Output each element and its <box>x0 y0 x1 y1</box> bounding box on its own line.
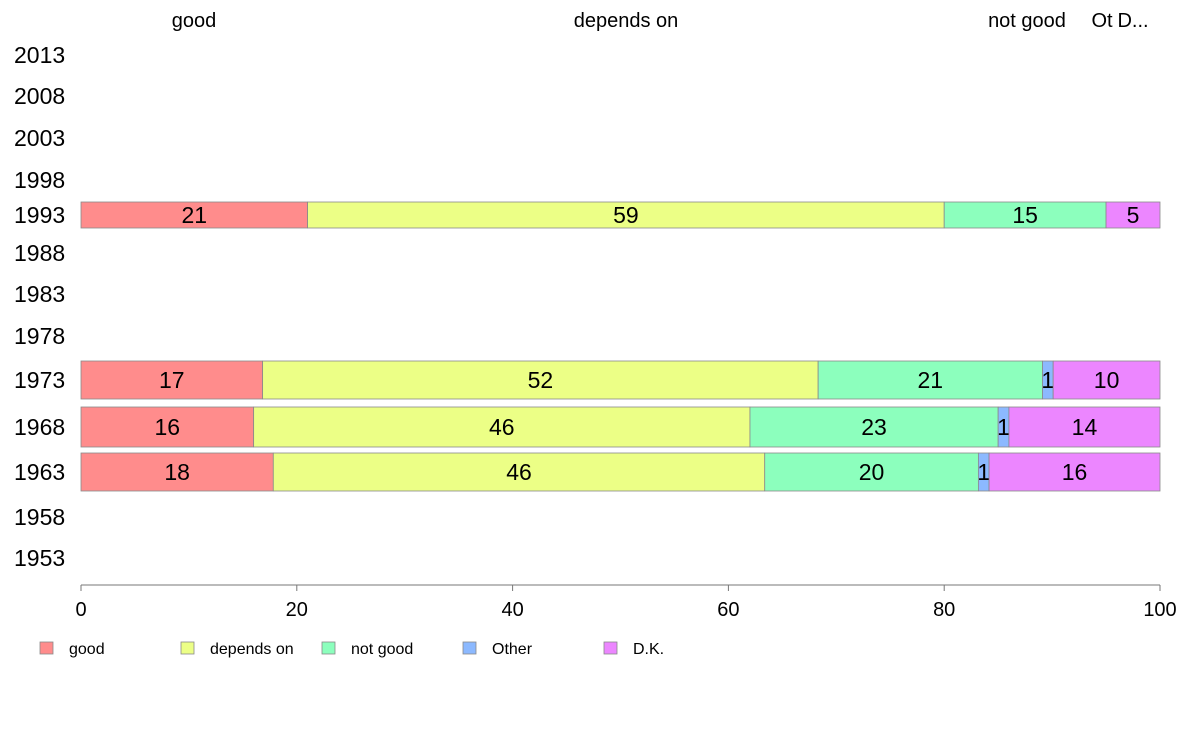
top-category-label: D... <box>1117 10 1148 32</box>
legend-label: Other <box>492 641 533 658</box>
legend-swatch <box>603 641 618 655</box>
legend: good depends on not good Other D.K. <box>39 641 664 658</box>
x-axis: 0 20 40 60 80 100 <box>75 584 1177 621</box>
y-tick-label: 2008 <box>14 83 65 109</box>
x-tick-label: 60 <box>717 599 739 621</box>
data-label: 59 <box>613 202 639 228</box>
y-tick-label: 1958 <box>14 504 65 530</box>
data-label: 5 <box>1127 202 1140 228</box>
x-tick-label: 0 <box>75 599 86 621</box>
top-category-label: depends on <box>574 10 679 32</box>
data-label: 17 <box>159 367 185 393</box>
y-tick-label: 1998 <box>14 167 65 193</box>
data-label: 1 <box>1041 367 1054 393</box>
bar-segment <box>988 452 1161 492</box>
x-tick-label: 100 <box>1143 599 1176 621</box>
data-label: 10 <box>1094 367 1120 393</box>
y-tick-label: 1983 <box>14 281 65 307</box>
legend-swatch <box>462 641 477 655</box>
legend-swatch <box>180 641 195 655</box>
bar-segment <box>80 452 274 492</box>
y-tick-label: 1978 <box>14 323 65 349</box>
data-label: 46 <box>489 414 515 440</box>
data-label: 23 <box>861 414 887 440</box>
y-tick-label: 1973 <box>14 367 65 393</box>
x-tick-label: 20 <box>286 599 308 621</box>
data-label: 1 <box>977 459 990 485</box>
bar-segment <box>749 406 999 448</box>
data-label: 16 <box>1062 459 1088 485</box>
data-label: 15 <box>1012 202 1038 228</box>
bar-segment <box>764 452 979 492</box>
data-label: 18 <box>164 459 190 485</box>
legend-label: not good <box>351 641 413 658</box>
y-tick-label: 2003 <box>14 125 65 151</box>
x-tick-label: 80 <box>933 599 955 621</box>
data-label: 52 <box>528 367 554 393</box>
legend-swatch <box>321 641 336 655</box>
bar-segment <box>272 452 766 492</box>
data-label: 21 <box>918 367 944 393</box>
bar-segment <box>80 201 308 229</box>
top-category-labels: good depends on not good Ot D... <box>172 10 1149 32</box>
legend-label: D.K. <box>633 641 664 658</box>
y-axis-labels: 2013 2008 2003 1998 1993 1988 1983 1978 1973 1968… <box>14 42 65 571</box>
data-label: 46 <box>506 459 532 485</box>
bar-segment <box>817 360 1043 400</box>
bar-segment <box>253 406 751 448</box>
legend-label: good <box>69 641 105 658</box>
data-label: 20 <box>859 459 885 485</box>
y-tick-label: 1953 <box>14 545 65 571</box>
bar-segment <box>80 360 264 400</box>
bar-segment <box>1008 406 1161 448</box>
y-tick-label: 1968 <box>14 414 65 440</box>
x-tick-label: 40 <box>501 599 523 621</box>
y-tick-label: 2013 <box>14 42 65 68</box>
legend-label: depends on <box>210 641 294 658</box>
bar-segment <box>943 201 1107 229</box>
data-label: 1 <box>997 414 1010 440</box>
y-tick-label: 1963 <box>14 459 65 485</box>
top-category-label: good <box>172 10 217 32</box>
top-category-label: Ot <box>1091 10 1113 32</box>
bar-segment <box>1105 201 1161 229</box>
data-label: 21 <box>181 202 207 228</box>
bar-segment <box>1052 360 1161 400</box>
bar-segment <box>262 360 819 400</box>
top-category-label: not good <box>988 10 1066 32</box>
data-label: 16 <box>155 414 181 440</box>
bars: 21 59 15 5 17 52 21 1 10 16 46 23 1 14 18 46 20 1 16 <box>80 201 1161 492</box>
bar-segment <box>307 201 945 229</box>
data-label: 14 <box>1072 414 1098 440</box>
y-tick-label: 1993 <box>14 202 65 228</box>
bar-segment <box>80 406 255 448</box>
legend-swatch <box>39 641 54 655</box>
y-tick-label: 1988 <box>14 240 65 266</box>
